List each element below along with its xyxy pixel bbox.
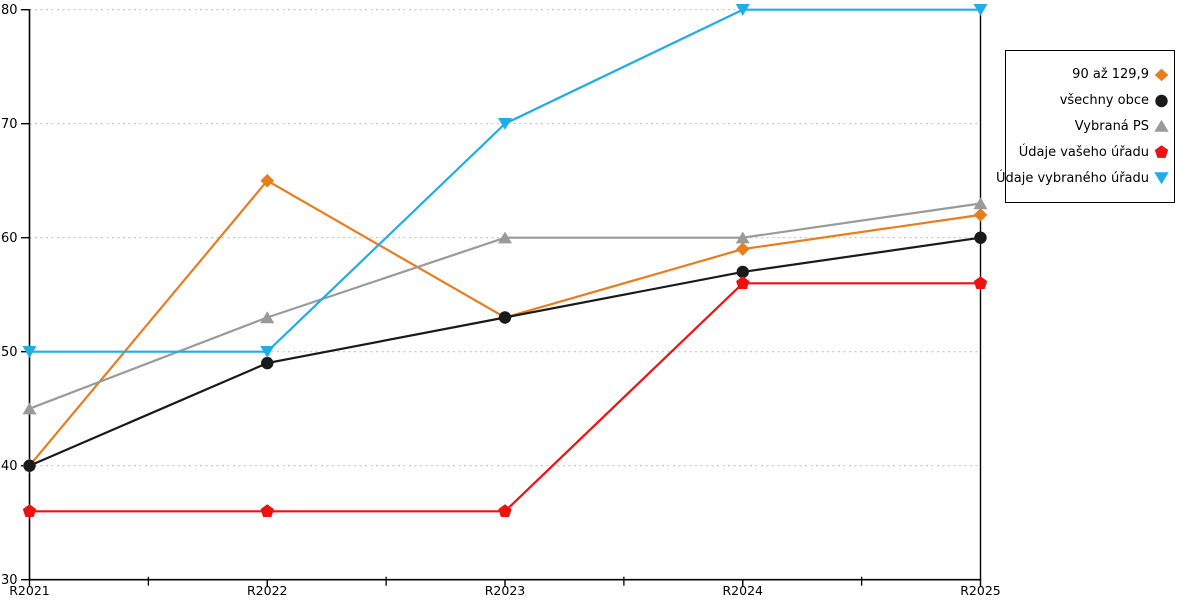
data-point-90-az-129-9-R2025 [973, 208, 988, 222]
data-point-vsechny-obce-R2024 [736, 265, 749, 279]
data-point-udaje-vybraneho-uradu-R2024 [735, 4, 750, 16]
data-point-vybrana-ps-R2021 [22, 402, 37, 415]
y-tick-label: 50 [1, 345, 18, 360]
x-tick-label: R2021 [9, 583, 50, 598]
data-point-vsechny-obce-R2021 [23, 459, 36, 472]
legend-label: Údaje vybraného úřadu [995, 170, 1149, 186]
legend-item-udaje-vaseho-uradu: Údaje vašeho úřadu [1012, 145, 1169, 159]
y-tick-label: 30 [1, 573, 18, 588]
legend: 90 až 129,9 všechny obce Vybraná PS Údaje v… [996, 50, 1175, 203]
legend-item-90-az-129-9: 90 až 129,9 [1012, 68, 1169, 82]
x-tick-label: R2024 [723, 583, 764, 598]
legend-item-vybrana-ps: Vybraná PS [1012, 119, 1169, 133]
legend-marker-diamond-icon [1154, 68, 1169, 82]
x-tick-label: R2025 [960, 583, 1001, 598]
legend-label: Údaje vašeho úřadu [1018, 144, 1149, 160]
x-tick-label: R2022 [247, 583, 288, 598]
data-point-vsechny-obce-R2022 [261, 356, 274, 370]
data-point-udaje-vaseho-uradu-R2025 [973, 276, 988, 289]
data-point-vybrana-ps-R2025 [973, 197, 988, 210]
data-point-vybrana-ps-R2024 [735, 231, 750, 244]
y-tick-label: 40 [1, 459, 18, 474]
x-tick-label: R2023 [485, 583, 526, 598]
data-point-udaje-vaseho-uradu-R2022 [260, 504, 274, 517]
legend-marker-pentagon-icon [1154, 145, 1169, 159]
legend-item-vsechny-obce: všechny obce [1012, 94, 1169, 108]
data-point-vybrana-ps-R2023 [498, 231, 512, 244]
data-point-90-az-129-9-R2022 [260, 173, 275, 188]
legend-marker-triangle-up-icon [1154, 120, 1169, 133]
data-point-udaje-vaseho-uradu-R2021 [22, 504, 37, 517]
data-point-udaje-vybraneho-uradu-R2021 [22, 346, 37, 358]
legend-label: 90 až 129,9 [1072, 67, 1149, 83]
data-point-vybrana-ps-R2022 [260, 311, 275, 324]
series-line-udaje-vybraneho-uradu [29, 8, 981, 353]
data-point-vsechny-obce-R2025 [974, 231, 987, 244]
data-point-udaje-vybraneho-uradu-R2022 [260, 346, 275, 358]
y-tick-label: 70 [1, 117, 18, 132]
legend-item-udaje-vybraneho-uradu: Údaje vybraného úřadu [996, 171, 1169, 185]
y-tick-label: 80 [1, 3, 18, 18]
data-point-udaje-vybraneho-uradu-R2025 [973, 4, 988, 16]
legend-label: Vybraná PS [1074, 118, 1149, 134]
data-point-udaje-vybraneho-uradu-R2023 [498, 118, 512, 130]
y-tick-label: 60 [1, 231, 18, 246]
data-point-udaje-vaseho-uradu-R2023 [498, 504, 512, 517]
data-point-udaje-vaseho-uradu-R2024 [736, 276, 750, 289]
data-point-90-az-129-9-R2024 [735, 242, 750, 256]
legend-marker-triangle-down-icon [1154, 172, 1169, 185]
data-point-vsechny-obce-R2023 [498, 311, 512, 324]
legend-marker-circle-icon [1155, 94, 1168, 107]
legend-label: všechny obce [1059, 93, 1149, 109]
